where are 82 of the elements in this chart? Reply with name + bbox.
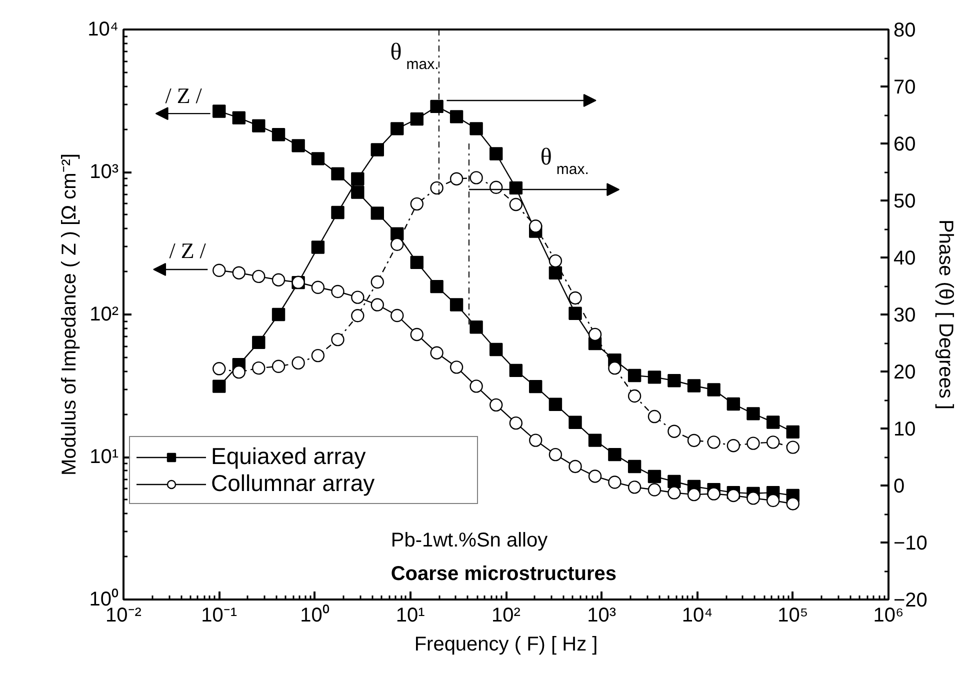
x-tick-label: 10² <box>492 604 521 626</box>
point <box>410 328 424 342</box>
y-tick-label: 10³ <box>90 161 119 183</box>
point <box>212 104 226 118</box>
point <box>668 486 681 500</box>
point <box>470 380 483 393</box>
x-tick-label: 10⁻¹ <box>201 604 238 626</box>
x-tick-label: 10⁵ <box>778 604 808 626</box>
point <box>232 266 246 280</box>
y-tick-label: 10² <box>90 304 119 326</box>
point <box>588 434 602 447</box>
point <box>786 497 800 510</box>
point <box>687 488 701 502</box>
point <box>450 298 464 312</box>
point <box>548 398 562 411</box>
point <box>509 364 523 378</box>
legend-label: Equiaxed array <box>211 443 367 470</box>
x-tick-label: 10³ <box>587 604 616 626</box>
point <box>331 284 344 298</box>
point <box>529 380 542 394</box>
point <box>490 398 503 412</box>
x-tick-label: 10¹ <box>396 604 426 626</box>
point <box>668 474 681 488</box>
y-tick-label: 10¹ <box>90 446 119 468</box>
point <box>529 434 542 447</box>
point <box>252 270 266 284</box>
point <box>568 416 582 429</box>
x-tick-label: 10⁰ <box>300 604 330 626</box>
point <box>648 470 662 484</box>
y2-tick-label: 30 <box>894 304 916 326</box>
y2-tick-label: 0 <box>894 476 905 498</box>
point <box>628 480 642 494</box>
point <box>370 206 384 220</box>
y2-tick-label: −10 <box>894 532 928 554</box>
y2-tick-label: 10 <box>894 418 916 440</box>
point <box>272 128 286 142</box>
point <box>608 476 622 489</box>
point <box>311 280 325 294</box>
y2-tick-label: 20 <box>894 362 916 384</box>
annotation: Pb-1wt.%Sn alloy <box>390 530 548 552</box>
point <box>351 290 364 304</box>
point <box>212 264 226 277</box>
point <box>588 470 602 483</box>
point <box>648 483 662 496</box>
point <box>292 139 305 152</box>
point <box>450 360 464 374</box>
point <box>390 308 404 322</box>
point <box>410 256 424 270</box>
y-axis-title: Modulus of Impedance ( Z ) [Ω cm⁻²] <box>58 153 81 476</box>
point <box>370 298 384 312</box>
annotation: Coarse microstructures <box>390 562 617 585</box>
y-tick-label: 10⁴ <box>88 18 119 40</box>
point <box>628 460 642 474</box>
annotation: / Z / <box>165 82 203 108</box>
point <box>252 119 266 132</box>
annotation: / Z / <box>169 238 207 264</box>
y2-tick-label: 40 <box>894 248 916 270</box>
point <box>766 494 780 508</box>
point <box>232 111 246 124</box>
y2-axis-title: Phase (θ) [ Degrees ] <box>934 219 956 410</box>
point <box>746 492 760 505</box>
point <box>490 342 503 356</box>
y2-tick-label: 70 <box>894 76 916 98</box>
x-tick-label: 10⁴ <box>682 604 713 626</box>
point <box>726 488 740 502</box>
y2-tick-label: 80 <box>894 20 916 42</box>
point <box>430 280 444 294</box>
y2-tick-label: 50 <box>894 190 916 212</box>
point <box>509 416 523 430</box>
legend-label: Collumnar array <box>211 470 376 497</box>
point <box>272 273 286 286</box>
point <box>311 152 325 166</box>
point <box>568 460 582 474</box>
point <box>331 167 344 180</box>
point <box>470 320 483 334</box>
point <box>430 346 444 360</box>
y2-tick-label: 60 <box>894 134 916 156</box>
point <box>548 448 562 462</box>
point <box>707 487 720 500</box>
point <box>351 186 364 199</box>
x-axis-title: Frequency ( F) [ Hz ] <box>414 634 598 656</box>
point <box>608 448 622 462</box>
